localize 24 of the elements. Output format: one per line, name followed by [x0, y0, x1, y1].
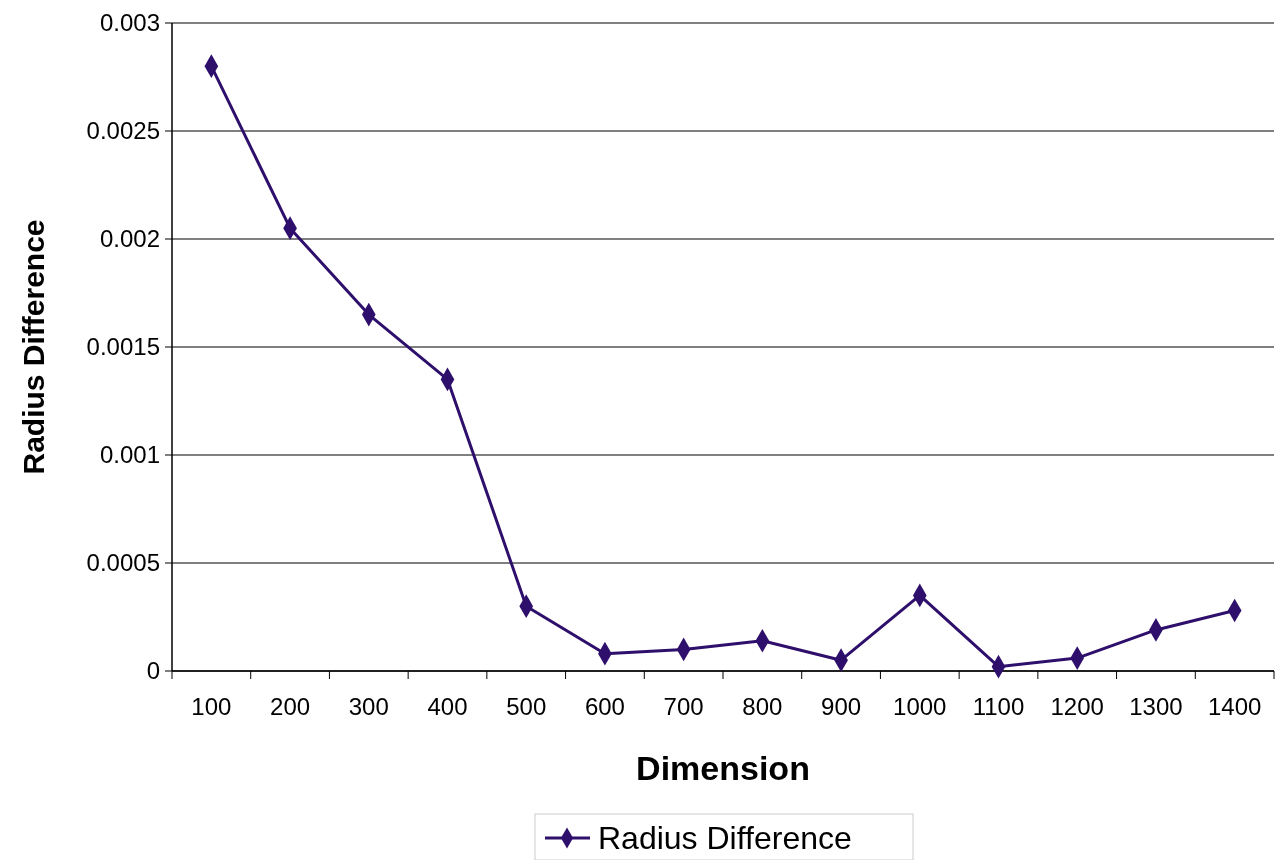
y-tick-label: 0.0025	[86, 117, 160, 145]
x-tick-label: 700	[663, 693, 704, 720]
x-tick-label: 800	[742, 693, 783, 720]
y-tick-label: 0.002	[99, 225, 160, 253]
y-tick-label: 0.003	[99, 9, 160, 37]
x-tick-label: 100	[191, 693, 232, 720]
y-axis-title: Radius Difference	[17, 219, 50, 475]
y-tick-label: 0.0015	[86, 333, 160, 361]
x-tick-label: 300	[348, 693, 389, 720]
x-tick-label: 1300	[1129, 693, 1183, 720]
x-tick-label: 1000	[893, 693, 947, 720]
x-tick-label: 600	[584, 693, 625, 720]
x-axis-title: Dimension	[636, 749, 810, 787]
x-tick-label: 900	[821, 693, 862, 720]
x-tick-label: 1100	[972, 693, 1025, 720]
y-tick-label: 0.0005	[86, 549, 160, 577]
y-tick-label: 0.001	[99, 441, 160, 469]
x-tick-label: 400	[427, 693, 468, 720]
x-tick-label: 1200	[1050, 693, 1104, 720]
x-tick-label: 500	[506, 693, 547, 720]
x-tick-label: 1400	[1207, 693, 1262, 720]
y-tick-label: 0	[146, 657, 160, 685]
legend-label: Radius Difference	[598, 820, 852, 857]
x-tick-label: 200	[270, 693, 311, 720]
